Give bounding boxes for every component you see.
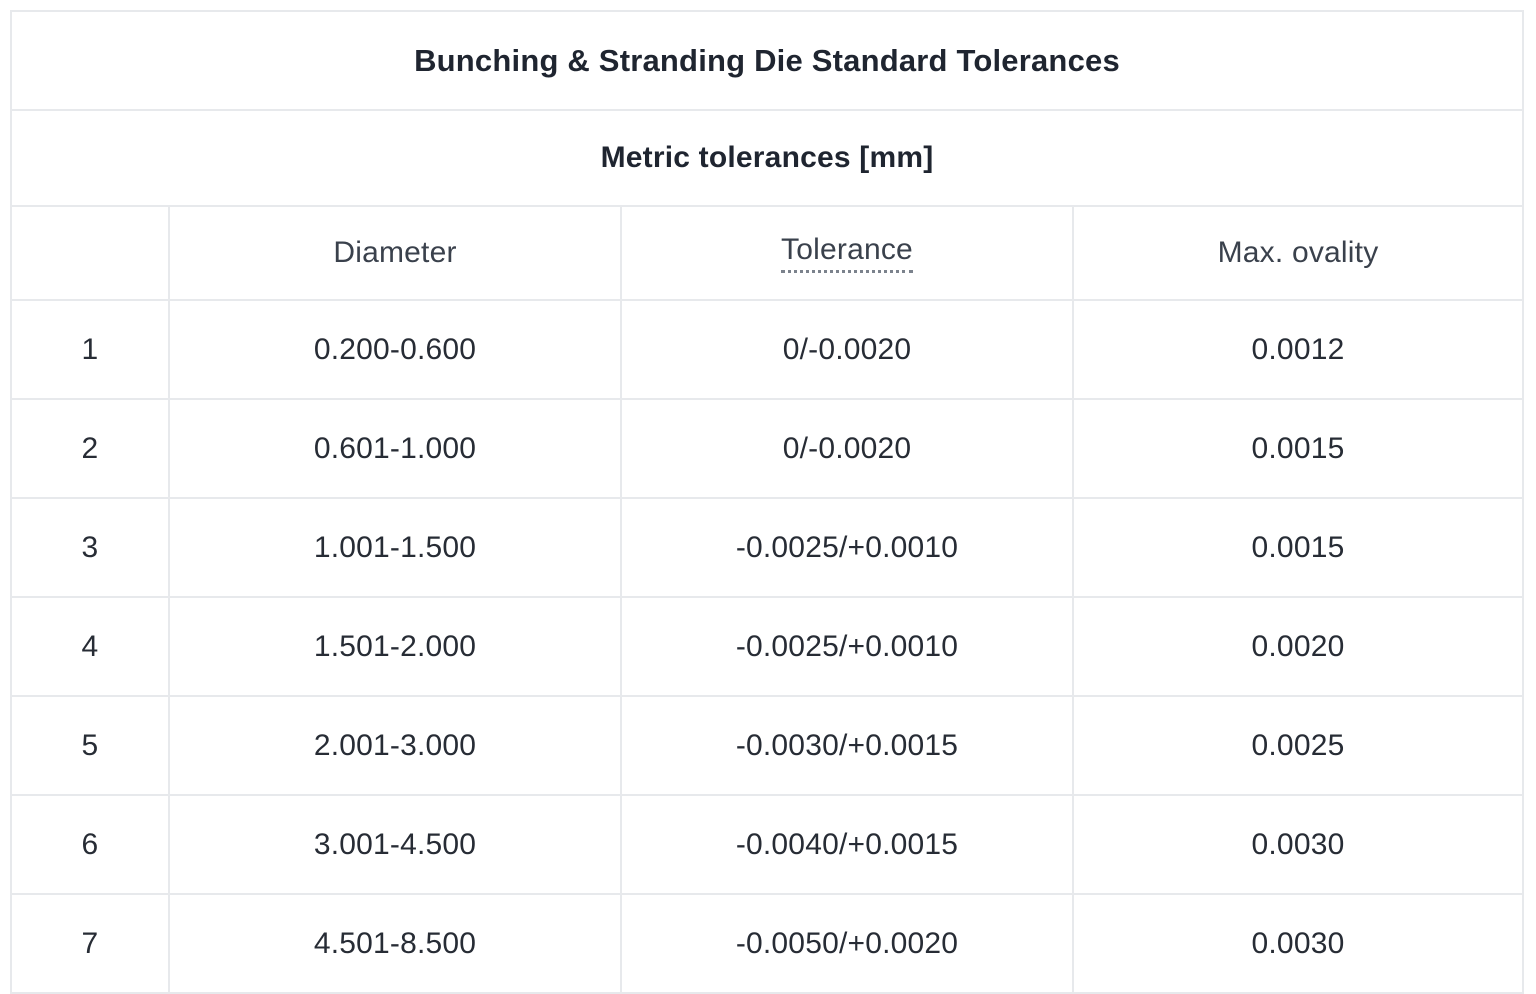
table-row: 2 0.601-1.000 0/-0.0020 0.0015 (10, 398, 1524, 499)
row-index-cell: 3 (10, 497, 170, 598)
tolerance-tooltip-trigger[interactable]: Tolerance (781, 233, 913, 273)
header-index (10, 205, 170, 301)
max-ovality-cell: 0.0030 (1072, 893, 1524, 994)
tolerances-table: Bunching & Stranding Die Standard Tolera… (10, 10, 1524, 994)
tolerance-cell: 0/-0.0020 (620, 299, 1074, 400)
tolerance-cell: 0/-0.0020 (620, 398, 1074, 499)
diameter-cell: 0.601-1.000 (168, 398, 622, 499)
header-max-ovality: Max. ovality (1072, 205, 1524, 301)
table-row: 7 4.501-8.500 -0.0050/+0.0020 0.0030 (10, 893, 1524, 994)
diameter-cell: 1.001-1.500 (168, 497, 622, 598)
table-subtitle: Metric tolerances [mm] (10, 109, 1524, 207)
header-diameter: Diameter (168, 205, 622, 301)
row-index-cell: 5 (10, 695, 170, 796)
max-ovality-cell: 0.0012 (1072, 299, 1524, 400)
tolerance-cell: -0.0040/+0.0015 (620, 794, 1074, 895)
table-row: 6 3.001-4.500 -0.0040/+0.0015 0.0030 (10, 794, 1524, 895)
diameter-cell: 4.501-8.500 (168, 893, 622, 994)
table-row: 5 2.001-3.000 -0.0030/+0.0015 0.0025 (10, 695, 1524, 796)
table-row: 3 1.001-1.500 -0.0025/+0.0010 0.0015 (10, 497, 1524, 598)
row-index-cell: 2 (10, 398, 170, 499)
table-subtitle-row: Metric tolerances [mm] (10, 109, 1524, 207)
row-index-cell: 7 (10, 893, 170, 994)
header-tolerance-cell: Tolerance (620, 205, 1074, 301)
table-title-row: Bunching & Stranding Die Standard Tolera… (10, 10, 1524, 111)
row-index-cell: 4 (10, 596, 170, 697)
row-index-cell: 6 (10, 794, 170, 895)
tolerance-cell: -0.0025/+0.0010 (620, 596, 1074, 697)
tolerance-cell: -0.0030/+0.0015 (620, 695, 1074, 796)
max-ovality-cell: 0.0015 (1072, 497, 1524, 598)
max-ovality-cell: 0.0025 (1072, 695, 1524, 796)
table-row: 1 0.200-0.600 0/-0.0020 0.0012 (10, 299, 1524, 400)
max-ovality-cell: 0.0015 (1072, 398, 1524, 499)
diameter-cell: 0.200-0.600 (168, 299, 622, 400)
table-header-row: Diameter Tolerance Max. ovality (10, 205, 1524, 301)
tolerance-cell: -0.0050/+0.0020 (620, 893, 1074, 994)
diameter-cell: 2.001-3.000 (168, 695, 622, 796)
table-title: Bunching & Stranding Die Standard Tolera… (10, 10, 1524, 111)
diameter-cell: 3.001-4.500 (168, 794, 622, 895)
max-ovality-cell: 0.0020 (1072, 596, 1524, 697)
row-index-cell: 1 (10, 299, 170, 400)
max-ovality-cell: 0.0030 (1072, 794, 1524, 895)
table-row: 4 1.501-2.000 -0.0025/+0.0010 0.0020 (10, 596, 1524, 697)
table-body: Bunching & Stranding Die Standard Tolera… (10, 10, 1524, 994)
tolerance-cell: -0.0025/+0.0010 (620, 497, 1074, 598)
diameter-cell: 1.501-2.000 (168, 596, 622, 697)
